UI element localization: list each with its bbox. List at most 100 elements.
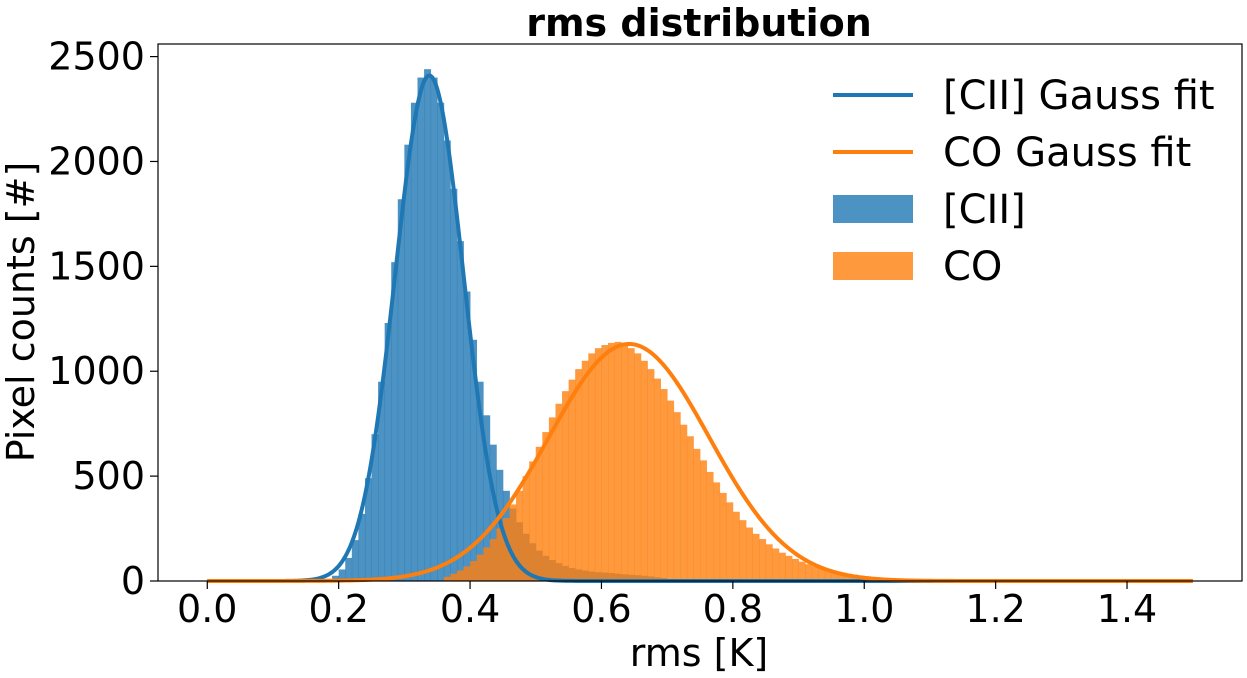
plot-frame xyxy=(157,43,1243,582)
cii-hist-bar xyxy=(463,291,471,581)
co-hist-bar xyxy=(535,446,543,581)
y-tick-label: 1500 xyxy=(48,244,145,288)
y-tick-label: 1000 xyxy=(48,349,145,393)
co-hist-bar xyxy=(745,527,753,581)
cii-hist-bar xyxy=(351,540,359,581)
x-axis: 0.0 0.2 0.4 0.6 0.8 1.0 1.2 1.4 xyxy=(177,581,1157,631)
co-hist-bar xyxy=(673,412,681,581)
cii-hist-bar xyxy=(338,569,346,581)
co-hist-bar xyxy=(778,552,786,581)
cii-hist-bar xyxy=(424,69,432,582)
x-tick-label: 0.2 xyxy=(308,587,368,631)
bars-layer xyxy=(325,69,970,582)
co-hist-bar xyxy=(647,369,655,581)
co-hist-bar xyxy=(627,348,635,581)
co-hist-bar xyxy=(660,389,668,581)
co-hist-bar xyxy=(805,564,813,581)
legend: [CII] Gauss fit CO Gauss fit [CII] CO xyxy=(833,73,1215,290)
co-hist-bar xyxy=(581,360,589,581)
cii-hist-bar xyxy=(430,77,438,581)
co-hist-bar xyxy=(667,400,675,581)
y-tick-label: 500 xyxy=(72,454,145,498)
cii-hist-bar xyxy=(397,199,405,582)
cii-hist-bar xyxy=(443,140,451,582)
co-hist-bar xyxy=(680,424,688,581)
co-hist-bar xyxy=(791,558,799,581)
legend-label-cii-gauss-fit: [CII] Gauss fit xyxy=(943,73,1215,119)
co-hist-bar xyxy=(608,342,615,581)
co-hist-bar xyxy=(489,539,497,581)
y-axis: 0 500 1000 1500 2000 2500 xyxy=(48,35,158,603)
co-hist-bar xyxy=(752,533,760,581)
x-tick-label: 1.4 xyxy=(1097,587,1157,631)
co-hist-bar xyxy=(831,571,839,581)
y-axis-label: Pixel counts [#] xyxy=(0,162,43,463)
co-hist-bar xyxy=(443,576,451,581)
co-hist-bar xyxy=(732,511,740,581)
co-hist-bar xyxy=(529,461,537,581)
legend-patch-cii xyxy=(833,195,913,223)
cii-hist-bar xyxy=(345,557,353,581)
y-tick-label: 2000 xyxy=(48,139,145,183)
co-hist-bar xyxy=(483,547,491,581)
y-tick-label: 0 xyxy=(121,559,145,603)
legend-label-co: CO xyxy=(943,244,1002,290)
co-hist-bar xyxy=(509,504,517,581)
co-hist-bar xyxy=(562,391,570,581)
co-hist-bar xyxy=(588,353,596,581)
co-hist-bar xyxy=(555,403,563,581)
x-tick-label: 0.6 xyxy=(571,587,631,631)
legend-patch-co xyxy=(833,252,913,280)
co-hist-bar xyxy=(496,528,504,581)
co-hist-bar xyxy=(502,518,510,581)
co-hist-bar xyxy=(706,471,714,581)
cii-hist-bar xyxy=(489,444,497,581)
co-hist-bar xyxy=(739,520,747,581)
x-tick-label: 0.0 xyxy=(177,587,237,631)
co-hist-bar xyxy=(470,561,478,581)
co-hist-bar xyxy=(654,378,661,581)
co-hist-bar xyxy=(516,490,524,581)
co-hist-bar xyxy=(798,561,806,581)
co-hist-bar xyxy=(450,573,458,581)
cii-hist-bar xyxy=(358,513,366,582)
co-hist-bar xyxy=(785,555,793,581)
co-hist-bar xyxy=(765,544,773,581)
co-hist-bar xyxy=(824,570,832,581)
legend-label-cii: [CII] xyxy=(943,187,1026,233)
x-tick-label: 1.0 xyxy=(834,587,894,631)
co-hist-bar xyxy=(713,482,721,581)
co-hist-bar xyxy=(548,417,556,581)
cii-hist-bar xyxy=(378,381,386,581)
legend-label-co-gauss-fit: CO Gauss fit xyxy=(943,130,1191,176)
co-hist-bar xyxy=(621,343,629,581)
cii-hist-bar xyxy=(410,102,418,581)
co-hist-bar xyxy=(568,379,576,582)
x-axis-label: rms [K] xyxy=(630,631,768,675)
co-hist-bar xyxy=(456,570,464,581)
co-hist-bar xyxy=(719,492,727,581)
cii-hist-bar xyxy=(456,241,464,581)
cii-hist-bar xyxy=(476,381,484,581)
co-hist-bar xyxy=(640,360,648,581)
x-tick-label: 0.4 xyxy=(440,587,500,631)
cii-hist-bar xyxy=(364,478,372,581)
co-hist-bar xyxy=(811,566,819,581)
co-hist-bar xyxy=(594,348,602,581)
chart-title: rms distribution xyxy=(526,1,872,45)
co-hist-bar xyxy=(686,436,694,581)
co-hist-bar xyxy=(522,476,530,581)
cii-hist-bar xyxy=(384,322,392,581)
cii-hist-bar xyxy=(371,434,379,581)
co-hist-bar xyxy=(818,568,826,581)
x-tick-label: 1.2 xyxy=(965,587,1025,631)
cii-hist-bar xyxy=(483,415,491,581)
cii-hist-bar xyxy=(437,102,445,581)
cii-hist-bar xyxy=(404,144,412,581)
co-hist-bar xyxy=(614,341,622,581)
co-hist-bar xyxy=(463,566,471,581)
co-hist-bar xyxy=(575,369,583,581)
co-hist-bar xyxy=(772,548,780,581)
co-hist-bar xyxy=(759,539,767,581)
